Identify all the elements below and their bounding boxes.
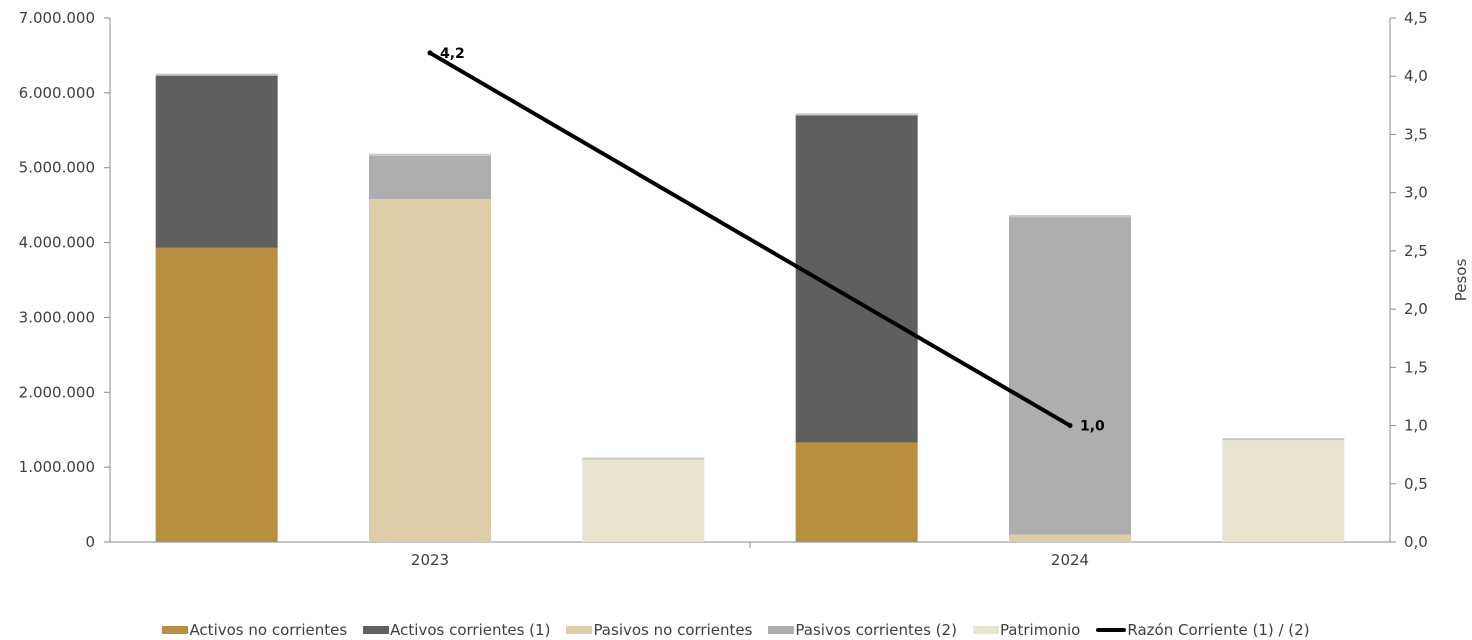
legend-item: Activos corrientes (1) (363, 621, 550, 639)
left-y-axis: 0 1.000.000 2.000.000 3.000.000 4.000.000 5.0… (19, 9, 111, 551)
right-axis-title: Pesos (1452, 259, 1470, 302)
legend-label: Razón Corriente (1) / (2) (1127, 621, 1310, 639)
bar-top-edge (1009, 215, 1131, 218)
legend-swatch (972, 626, 999, 634)
bars (155, 73, 1345, 542)
bar-pasivos-no-corrientes-2023 (369, 199, 491, 542)
left-tick-label: 6.000.000 (19, 84, 95, 102)
legend-swatch (1096, 628, 1127, 632)
right-tick-label: 1,0 (1404, 417, 1428, 435)
left-tick-label: 7.000.000 (19, 9, 95, 27)
ratio-line-point (427, 50, 433, 56)
legend-label: Activos corrientes (1) (390, 621, 551, 639)
left-tick-label: 4.000.000 (19, 234, 95, 252)
ratio-line: 4,2 1,0 (427, 46, 1105, 435)
legend-item: Pasivos no corrientes (566, 621, 752, 639)
ratio-line-path (428, 50, 1072, 428)
bar-top-edge (369, 153, 491, 156)
category-label: 2024 (1051, 551, 1089, 569)
legend-item: Patrimonio (972, 621, 1081, 639)
category-label: 2023 (411, 551, 449, 569)
bar-patrimonio-2023 (582, 459, 705, 542)
right-y-axis: 0,0 0,5 1,0 1,5 2,0 2,5 3,0 3,5 4,0 4,5 (1389, 9, 1428, 551)
bar-pasivos-corrientes-2-2024 (1009, 217, 1131, 535)
ratio-data-label: 4,2 (440, 46, 465, 62)
bar-pasivos-no-corrientes-2024 (1009, 534, 1131, 542)
legend: Activos no corrientes Activos corrientes … (0, 620, 1472, 640)
left-tick-label: 0 (85, 533, 95, 551)
left-tick-label: 1.000.000 (19, 458, 95, 476)
right-tick-label: 3,5 (1404, 125, 1428, 143)
legend-label: Patrimonio (999, 621, 1081, 639)
x-axis: 2023 2024 (110, 541, 1390, 569)
bar-top-edge (1222, 438, 1345, 441)
right-tick-label: 2,5 (1404, 242, 1428, 260)
right-tick-label: 4,0 (1404, 67, 1428, 85)
bar-activos-no-corrientes-2023 (155, 247, 278, 542)
ratio-data-label: 1,0 (1080, 419, 1105, 435)
right-tick-label: 3,0 (1404, 184, 1428, 202)
bar-activos-no-corrientes-2024 (795, 442, 918, 542)
right-tick-label: 4,5 (1404, 9, 1428, 27)
bar-activos-corrientes-1-2023 (155, 75, 278, 248)
legend-label: Pasivos corrientes (2) (795, 621, 957, 639)
legend-swatch (566, 626, 593, 634)
legend-swatch (768, 626, 795, 634)
legend-item: Activos no corrientes (162, 621, 347, 639)
legend-label: Activos no corrientes (189, 621, 348, 639)
left-tick-label: 5.000.000 (19, 159, 95, 177)
bar-top-edge (155, 73, 278, 76)
bar-patrimonio-2024 (1222, 440, 1345, 542)
bar-activos-corrientes-1-2024 (795, 115, 918, 443)
bar-top-edge (582, 457, 705, 460)
right-tick-label: 1,5 (1404, 358, 1428, 376)
left-tick-label: 2.000.000 (19, 383, 95, 401)
bar-pasivos-corrientes-2-2023 (369, 155, 491, 200)
legend-item: Pasivos corrientes (2) (768, 621, 957, 639)
right-tick-label: 0,0 (1404, 533, 1428, 551)
legend-swatch (363, 626, 390, 634)
legend-swatch (162, 626, 189, 634)
legend-item: Razón Corriente (1) / (2) (1096, 621, 1310, 639)
right-tick-label: 0,5 (1404, 475, 1428, 493)
right-tick-label: 2,0 (1404, 300, 1428, 318)
legend-label: Pasivos no corrientes (593, 621, 753, 639)
left-tick-label: 3.000.000 (19, 308, 95, 326)
ratio-line-point (1067, 423, 1073, 429)
bar-top-edge (795, 113, 918, 116)
combo-chart: 0 1.000.000 2.000.000 3.000.000 4.000.000 5.0… (19, 9, 1470, 569)
